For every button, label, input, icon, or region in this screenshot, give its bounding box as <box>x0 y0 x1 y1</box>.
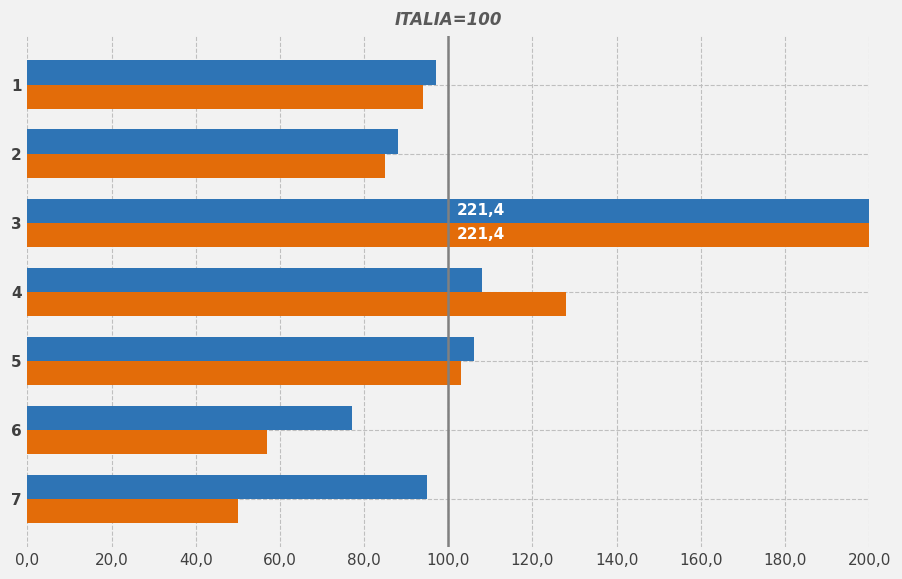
Bar <box>27 153 385 178</box>
Text: 221,4: 221,4 <box>456 228 505 242</box>
Bar <box>27 499 238 523</box>
Bar <box>27 130 398 153</box>
Bar <box>27 475 428 499</box>
Bar <box>27 199 902 223</box>
Bar <box>27 223 902 247</box>
Bar <box>27 60 436 85</box>
Bar <box>27 336 474 361</box>
Bar <box>27 361 461 385</box>
Title: ITALIA=100: ITALIA=100 <box>394 11 502 29</box>
Bar <box>27 406 352 430</box>
Bar <box>27 292 566 316</box>
Bar <box>27 85 423 109</box>
Bar <box>27 430 267 454</box>
Text: 221,4: 221,4 <box>456 203 505 218</box>
Bar <box>27 267 482 292</box>
